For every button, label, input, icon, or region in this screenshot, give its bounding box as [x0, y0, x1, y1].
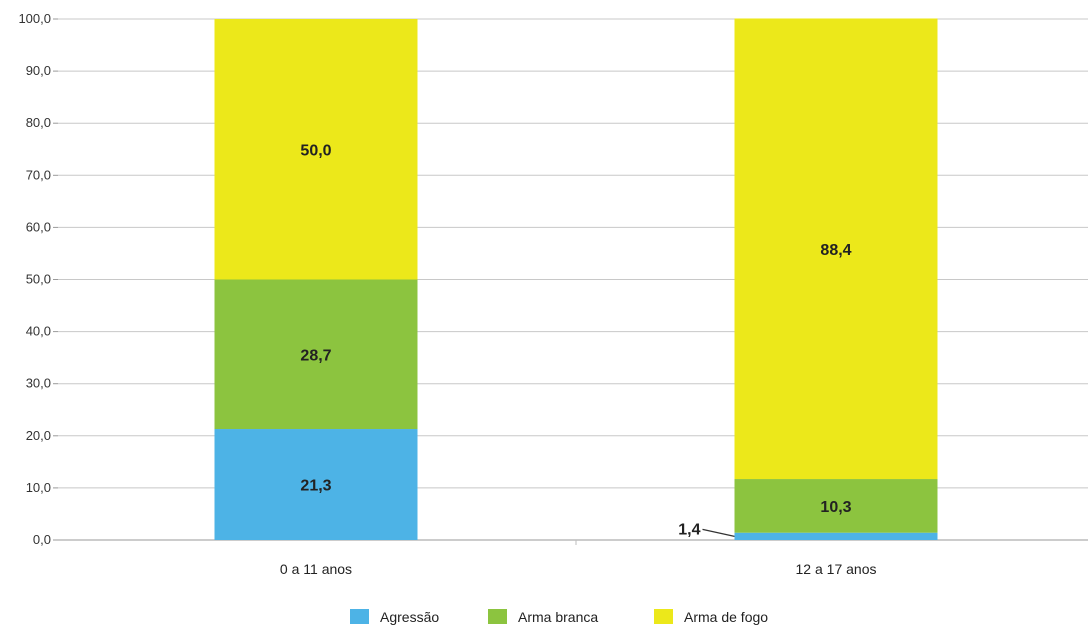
data-label: 28,7 — [300, 347, 331, 364]
y-tick-label: 0,0 — [33, 532, 51, 547]
y-tick-label: 70,0 — [26, 167, 51, 182]
data-label: 88,4 — [820, 242, 851, 259]
legend-label: Arma de fogo — [684, 609, 768, 625]
y-tick-label: 20,0 — [26, 428, 51, 443]
data-label: 1,4 — [678, 521, 700, 538]
y-tick-label: 10,0 — [26, 480, 51, 495]
y-axis: 0,0 10,0 20,0 30,0 40,0 50,0 60,0 70,0 80,0 90,0 1… — [18, 11, 577, 547]
legend-swatch — [350, 609, 369, 624]
legend-swatch — [654, 609, 673, 624]
legend: Agressão Arma branca Arma de fogo — [350, 609, 768, 625]
x-axis-categories: 0 a 11 anos 12 a 17 anos — [280, 561, 877, 577]
bar-segment — [734, 532, 938, 540]
bar-segment — [214, 19, 418, 280]
data-label-leader — [702, 528, 735, 537]
legend-label: Agressão — [380, 609, 439, 625]
legend-swatch — [488, 609, 507, 624]
bar-segment — [214, 429, 418, 540]
bars — [214, 18, 938, 540]
legend-label: Arma branca — [518, 609, 598, 625]
y-tick-label: 60,0 — [26, 219, 51, 234]
bar-segment — [734, 18, 938, 480]
y-tick-label: 100,0 — [18, 11, 51, 26]
data-label: 10,3 — [820, 499, 851, 516]
x-category-label: 0 a 11 anos — [280, 561, 352, 577]
y-tick-label: 80,0 — [26, 115, 51, 130]
bar-segment — [734, 479, 938, 533]
data-label: 50,0 — [300, 142, 331, 159]
y-tick-label: 50,0 — [26, 272, 51, 287]
y-tick-label: 30,0 — [26, 376, 51, 391]
data-label: 21,3 — [300, 478, 331, 495]
data-labels: 21,3 28,7 50,0 1,4 10,3 88,4 — [300, 142, 851, 538]
y-tick-label: 40,0 — [26, 324, 51, 339]
bar-segment — [214, 279, 418, 430]
x-category-label: 12 a 17 anos — [796, 561, 877, 577]
y-tick-label: 90,0 — [26, 63, 51, 78]
